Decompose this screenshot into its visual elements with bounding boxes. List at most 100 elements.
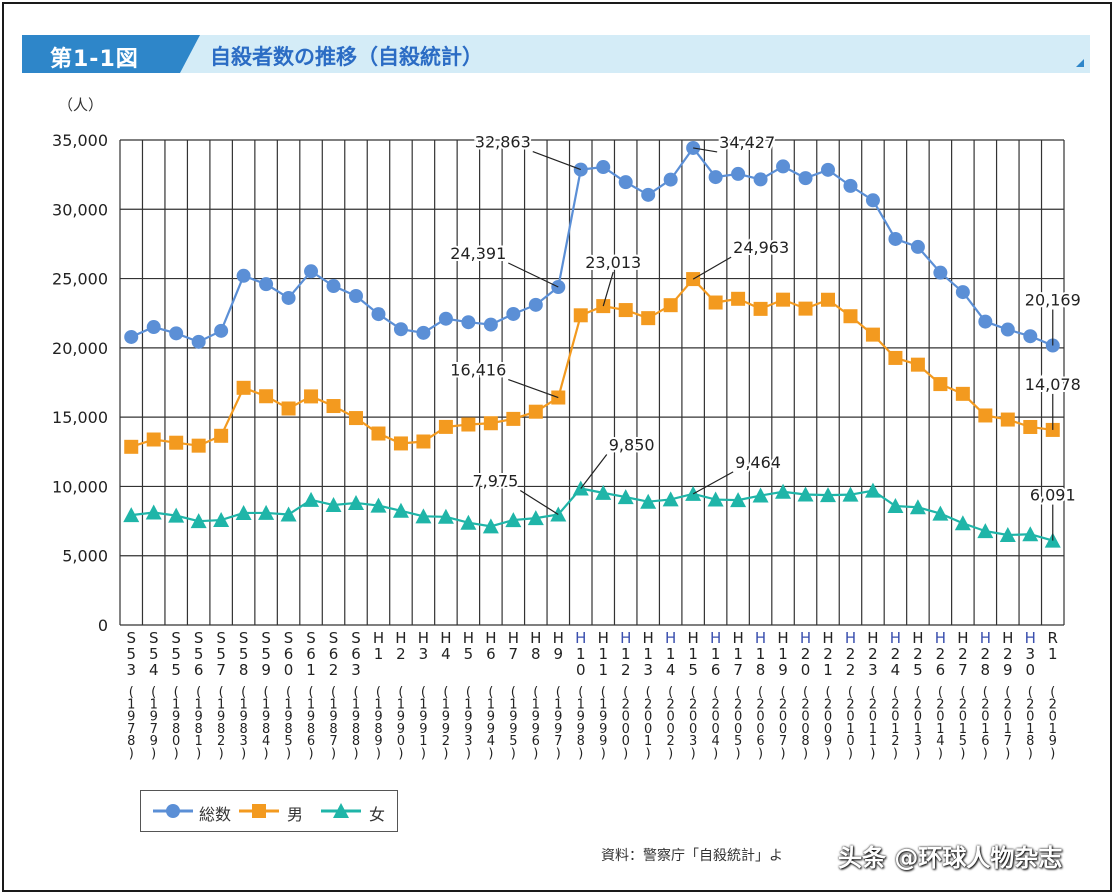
x-tick-year-char: 0: [1004, 710, 1012, 725]
x-tick-year-char: 0: [914, 710, 922, 725]
point-total: [596, 160, 611, 175]
point-female: [303, 491, 320, 507]
x-tick-era-char: H: [688, 629, 699, 647]
point-male: [821, 292, 835, 307]
x-tick-era-char: 1: [374, 645, 384, 663]
x-tick-era-char: H: [395, 629, 406, 647]
x-tick-year-char: 8: [577, 734, 585, 749]
x-tick-era-char: H: [463, 629, 474, 647]
x-tick-era-char: 6: [284, 645, 294, 663]
point-female: [123, 507, 140, 523]
x-tick-year-char: 6: [756, 734, 764, 749]
x-tick-era-char: 4: [149, 661, 159, 679]
x-tick-year-char: 0: [667, 722, 675, 737]
point-total: [798, 171, 813, 186]
x-tick-era-char: 5: [913, 661, 923, 679]
point-male: [393, 436, 408, 451]
x-tick-year-char: 8: [352, 734, 360, 749]
point-total: [731, 166, 746, 181]
x-tick-year-char: (: [466, 685, 471, 700]
x-tick-year-char: 9: [442, 722, 450, 737]
point-total: [843, 178, 858, 193]
x-tick-year-char: 6: [981, 734, 989, 749]
x-tick-year-char: 1: [509, 697, 517, 712]
x-tick-year-char: 9: [397, 710, 405, 725]
point-female: [1022, 526, 1039, 542]
x-tick-era-char: H: [845, 629, 856, 647]
x-tick-era-char: H: [575, 629, 586, 647]
x-tick-year-char: 2: [981, 697, 989, 712]
x-tick-year-char: 2: [891, 697, 899, 712]
x-tick-year-char: 9: [554, 722, 562, 737]
x-tick-era-char: H: [440, 629, 451, 647]
annotation-leader: [693, 147, 718, 153]
x-tick-year-char: (: [1005, 685, 1010, 700]
x-tick-year-char: 0: [711, 710, 719, 725]
x-tick-year-char: 9: [127, 710, 135, 725]
point-male: [1000, 412, 1015, 427]
annotation-leader: [692, 256, 732, 280]
x-tick-year-char: 2: [689, 697, 697, 712]
x-tick-year-char: 2: [846, 697, 854, 712]
x-tick-year-char: 1: [239, 697, 247, 712]
point-total: [438, 311, 453, 326]
point-male: [506, 411, 521, 426]
x-tick-year-char: ): [1050, 747, 1055, 762]
x-tick-year-char: 1: [217, 697, 225, 712]
x-tick-year-char: (: [893, 685, 898, 700]
point-total: [910, 239, 925, 254]
annotation-leader: [602, 271, 614, 307]
point-female: [909, 499, 926, 515]
x-tick-era-char: S: [261, 629, 271, 647]
x-tick-year-char: (: [174, 685, 179, 700]
x-tick-year-char: ): [870, 747, 875, 762]
x-tick-year-char: 1: [891, 722, 899, 737]
point-total: [641, 187, 656, 202]
x-tick-era-char: 1: [688, 645, 698, 663]
x-tick-era-char: 2: [846, 661, 856, 679]
point-total: [326, 279, 341, 294]
point-total: [978, 314, 993, 329]
point-female: [977, 523, 994, 539]
x-tick-year-char: 1: [846, 722, 854, 737]
x-tick-era-char: 1: [1048, 645, 1058, 663]
x-tick-year-char: 0: [891, 710, 899, 725]
x-tick-year-char: 3: [239, 734, 247, 749]
point-male: [573, 308, 588, 323]
x-tick-year-char: 0: [824, 722, 832, 737]
x-tick-era-char: 6: [711, 661, 721, 679]
x-tick-era-char: H: [912, 629, 923, 647]
x-tick-year-char: 7: [329, 734, 337, 749]
legend-markers: [153, 803, 361, 818]
x-tick-year-char: 2: [1004, 697, 1012, 712]
legend-label-total: 総数: [199, 805, 232, 824]
x-tick-era-char: 6: [486, 645, 496, 663]
x-tick-year-char: 2: [869, 697, 877, 712]
point-total: [708, 170, 723, 185]
x-tick-year-char: 9: [554, 710, 562, 725]
x-tick-era-char: 2: [621, 661, 631, 679]
x-tick-era-char: 1: [621, 645, 631, 663]
x-tick-era-char: 5: [261, 645, 271, 663]
point-total: [618, 175, 633, 190]
x-tick-year-char: 9: [397, 722, 405, 737]
x-tick-era-char: H: [508, 629, 519, 647]
x-tick-year-char: 0: [397, 734, 405, 749]
point-male: [843, 309, 858, 324]
point-male: [191, 438, 206, 453]
x-tick-year-char: 6: [532, 734, 540, 749]
point-male: [349, 411, 363, 426]
point-male: [641, 311, 656, 326]
x-tick-year-char: 0: [981, 710, 989, 725]
annotation-label: 20,169: [1025, 291, 1081, 310]
x-tick-year-char: 1: [397, 697, 405, 712]
x-tick-year-char: 0: [711, 722, 719, 737]
